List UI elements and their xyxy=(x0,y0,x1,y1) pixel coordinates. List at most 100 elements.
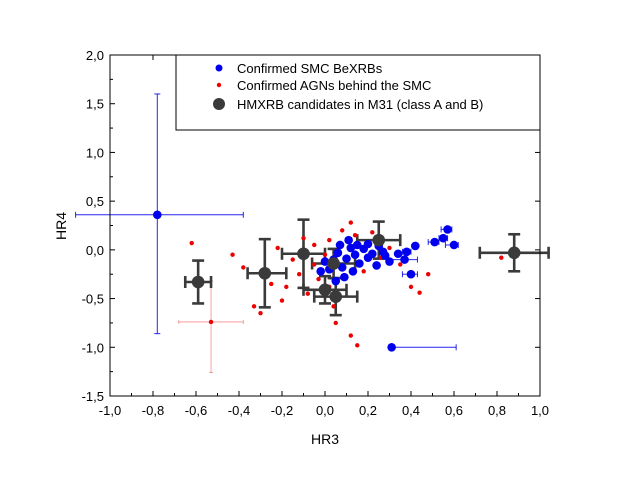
legend-marker-bexrb xyxy=(215,64,223,72)
data-point xyxy=(398,262,403,267)
data-point xyxy=(297,247,310,261)
data-point xyxy=(301,235,306,241)
x-tick-label: 0,8 xyxy=(488,403,506,418)
x-tick-label: -0,6 xyxy=(185,403,207,418)
data-point xyxy=(305,291,310,296)
x-tick-label: -1,0 xyxy=(99,403,121,418)
data-point xyxy=(258,266,272,280)
ticks-layer: -1,0 -0,8 -0,6 -0,4 -0,2 0,0 0,2 0,4 0,6 0,8 1,0 -1… xyxy=(82,48,549,418)
data-point xyxy=(230,252,235,257)
legend-marker-hmxrb xyxy=(213,98,225,110)
x-tick-label: -0,8 xyxy=(142,403,164,418)
data-point xyxy=(279,298,285,303)
data-point xyxy=(258,310,263,316)
y-tick-label: 1,0 xyxy=(86,145,104,160)
data-point xyxy=(355,343,360,348)
y-axis-title: HR4 xyxy=(53,212,69,240)
data-point xyxy=(191,275,205,289)
data-point xyxy=(318,283,332,297)
data-point xyxy=(208,319,214,325)
data-point xyxy=(393,249,403,259)
y-tick-label: -0,5 xyxy=(82,292,104,307)
x-tick-label: 0,6 xyxy=(445,403,463,418)
legend-label-agn: Confirmed AGNs behind the SMC xyxy=(237,78,431,93)
legend-marker-agn xyxy=(216,82,222,88)
data-point xyxy=(344,235,353,245)
data-point xyxy=(331,276,341,286)
data-point xyxy=(408,284,414,290)
data-point xyxy=(352,233,358,238)
data-point xyxy=(411,241,420,251)
data-point xyxy=(348,266,358,276)
data-point xyxy=(327,257,340,270)
data-point xyxy=(312,262,317,267)
x-axis-title: HR3 xyxy=(311,431,339,447)
data-point xyxy=(400,255,409,264)
x-tick-label: -0,4 xyxy=(228,403,250,418)
x-tick-label: 1,0 xyxy=(531,403,549,418)
data-point xyxy=(363,239,373,249)
data-point xyxy=(443,225,452,234)
data-point xyxy=(275,245,280,251)
y-tick-label: 0,5 xyxy=(86,194,104,209)
data-point xyxy=(316,266,326,276)
x-tick-label: 0,0 xyxy=(316,403,334,418)
data-point xyxy=(387,245,392,251)
y-tick-label: 1,5 xyxy=(86,97,104,112)
y-tick-label: -1,5 xyxy=(82,389,104,404)
data-point xyxy=(370,230,375,235)
legend: Confirmed SMC BeXRBs Confirmed AGNs behi… xyxy=(175,54,541,131)
legend-label-hmxrb: HMXRB candidates in M31 (class A and B) xyxy=(237,97,483,112)
data-point xyxy=(402,247,412,257)
data-point xyxy=(348,333,353,338)
data-point xyxy=(333,320,338,326)
data-point xyxy=(438,233,448,243)
data-point xyxy=(297,272,302,277)
data-point xyxy=(361,269,366,274)
data-point xyxy=(406,269,416,279)
data-point xyxy=(417,290,422,295)
data-point xyxy=(333,248,343,258)
data-point xyxy=(363,253,373,262)
x-tick-label: -0,2 xyxy=(271,403,293,418)
data-point xyxy=(153,210,162,220)
error-bars-layer xyxy=(75,93,550,374)
data-point xyxy=(327,237,332,243)
y-tick-label: 0,0 xyxy=(86,243,104,258)
data-point xyxy=(320,257,330,266)
points-layer xyxy=(153,210,521,352)
data-point xyxy=(290,257,295,262)
x-tick-label: 0,4 xyxy=(402,403,420,418)
data-point xyxy=(241,265,246,270)
data-point xyxy=(189,240,194,246)
data-point xyxy=(335,240,345,250)
data-point xyxy=(372,233,386,247)
data-point xyxy=(352,240,362,250)
data-point xyxy=(342,254,351,263)
data-point xyxy=(331,304,336,309)
data-point xyxy=(430,237,439,247)
data-point xyxy=(499,255,504,260)
data-point xyxy=(350,250,360,260)
data-point xyxy=(355,259,364,268)
x-tick-label: 0,2 xyxy=(359,403,377,418)
data-point xyxy=(337,263,347,272)
data-point xyxy=(426,272,431,277)
data-point xyxy=(284,284,289,290)
legend-box xyxy=(175,54,541,131)
data-point xyxy=(387,342,396,352)
data-point xyxy=(340,228,345,233)
data-point xyxy=(312,242,317,248)
y-tick-label: 2,0 xyxy=(86,48,104,63)
data-point xyxy=(340,272,349,282)
legend-label-bexrb: Confirmed SMC BeXRBs xyxy=(237,61,383,76)
data-point xyxy=(372,261,381,270)
data-point xyxy=(322,252,328,257)
data-point xyxy=(316,276,321,282)
data-point xyxy=(449,240,459,250)
y-tick-label: -1,0 xyxy=(82,340,104,355)
data-point xyxy=(269,281,274,287)
data-point xyxy=(507,246,521,260)
data-point xyxy=(380,251,390,261)
